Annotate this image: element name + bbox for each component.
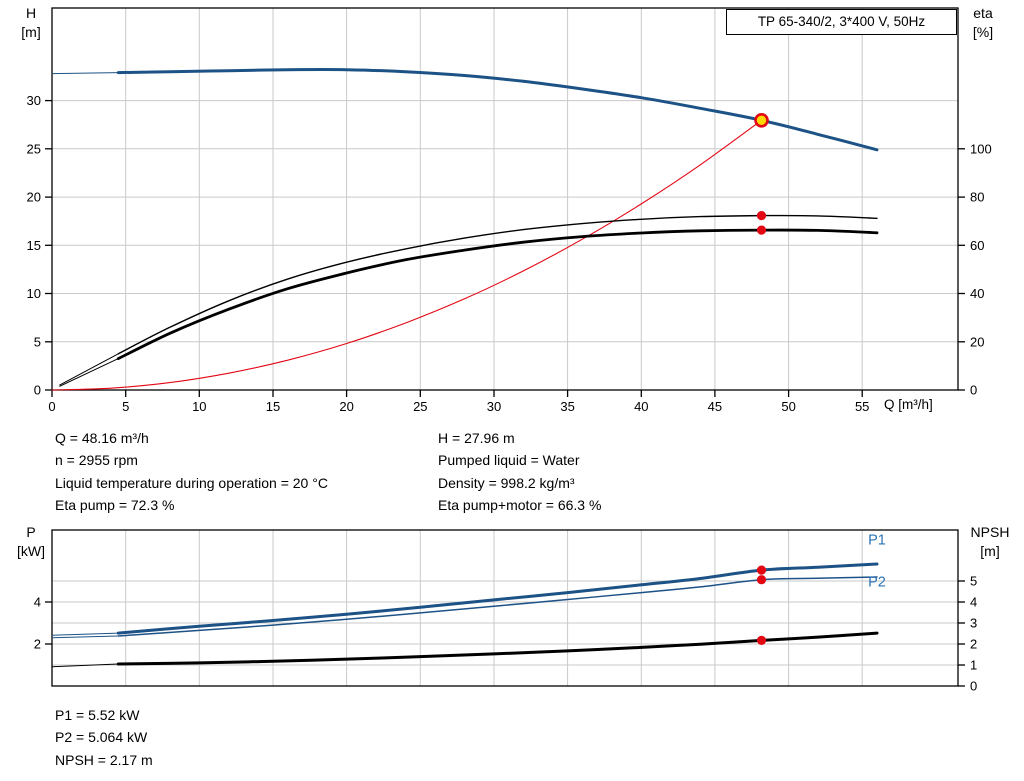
right-axis-tick-label: 4 <box>970 595 977 610</box>
duty-point <box>754 113 769 128</box>
h-axis-label-symbol: H <box>25 5 37 21</box>
p1-curve-lead <box>51 632 119 636</box>
npsh-axis-label-unit: [m] <box>980 543 1000 559</box>
x-axis-tick-label: 20 <box>339 399 353 414</box>
p2-curve-label: P2 <box>868 574 886 590</box>
eta-pump-motor-point <box>756 225 767 235</box>
plot-frame <box>51 529 959 687</box>
q-axis-label: Q [m³/h] <box>884 397 933 412</box>
p-axis-label: P [kW] <box>9 523 53 561</box>
right-axis-tick-label: 0 <box>970 383 977 398</box>
p-axis-label-symbol: P <box>26 524 36 540</box>
right-axis-tick-label: 20 <box>970 334 984 349</box>
x-axis-tick-label: 50 <box>781 399 795 414</box>
x-axis-tick-label: 55 <box>855 399 869 414</box>
x-axis-tick-label: 0 <box>48 399 55 414</box>
duty-info-left-column: Q = 48.16 m³/h n = 2955 rpm Liquid tempe… <box>55 427 328 517</box>
eta-axis-label-unit: [%] <box>972 24 994 40</box>
eta-pump-curve-lead <box>59 353 119 386</box>
right-axis-tick-label: 1 <box>970 658 977 673</box>
p2-curve <box>117 576 878 637</box>
info-eta-pump-motor: Eta pump+motor = 66.3 % <box>438 497 602 514</box>
h-axis-label-unit: [m] <box>21 24 41 40</box>
eta-axis-label-symbol: eta <box>973 5 993 21</box>
x-axis-tick-label: 30 <box>487 399 501 414</box>
x-axis-tick-label: 5 <box>122 399 129 414</box>
right-axis-tick-label: 80 <box>970 190 984 205</box>
left-axis-tick-label: 20 <box>27 190 41 205</box>
info-speed: n = 2955 rpm <box>55 452 138 469</box>
x-axis-tick-label: 25 <box>413 399 427 414</box>
pump-title: TP 65-340/2, 3*400 V, 50Hz <box>757 14 926 29</box>
right-axis-tick-label: 0 <box>970 679 977 694</box>
npsh-point <box>756 635 767 646</box>
p2-curve-lead <box>51 635 119 639</box>
info-liquid-temperature: Liquid temperature during operation = 20… <box>55 474 328 491</box>
right-axis-tick-label: 3 <box>970 616 977 631</box>
head-curve <box>116 68 879 152</box>
right-axis-tick-label: 2 <box>970 637 977 652</box>
left-axis-tick-label: 30 <box>27 93 41 108</box>
eta-pump-motor-curve-lead <box>59 358 119 387</box>
info-head: H = 27.96 m <box>438 430 515 446</box>
info-density: Density = 998.2 kg/m³ <box>438 474 575 491</box>
right-axis-tick-label: 60 <box>970 238 984 253</box>
power-npsh-chart: 2 4 0 1 2 3 4 5 P1 P2 <box>34 529 977 694</box>
eta-pump-point <box>756 211 767 221</box>
npsh-axis-label-symbol: NPSH <box>970 524 1010 540</box>
x-axis-tick-label: 45 <box>708 399 722 414</box>
left-axis-tick-label: 15 <box>27 238 41 253</box>
duty-info-right-column: H = 27.96 m Pumped liquid = Water Densit… <box>438 427 601 517</box>
plot-frame <box>51 7 959 391</box>
eta-pump-motor-curve <box>116 228 879 360</box>
head-curve-lead <box>51 72 119 75</box>
right-axis-tick-label: 100 <box>970 141 992 156</box>
info-flow: Q = 48.16 m³/h <box>55 430 149 446</box>
left-axis-tick-label: 2 <box>34 637 41 652</box>
x-axis-tick-label: 15 <box>266 399 280 414</box>
right-axis-tick-label: 40 <box>970 286 984 301</box>
left-axis-tick-label: 0 <box>34 383 41 398</box>
x-axis-tick-label: 10 <box>192 399 206 414</box>
p1-curve-label: P1 <box>868 532 886 548</box>
x-axis-tick-label: 35 <box>560 399 574 414</box>
npsh-axis-label: NPSH [m] <box>962 523 1018 561</box>
left-axis-tick-label: 25 <box>27 141 41 156</box>
footer-info-column: P1 = 5.52 kW P2 = 5.064 kW NPSH = 2.17 m <box>55 704 153 771</box>
left-axis-tick-label: 10 <box>27 286 41 301</box>
left-axis-tick-label: 4 <box>34 595 41 610</box>
info-npsh: NPSH = 2.17 m <box>55 751 153 768</box>
info-pumped-liquid: Pumped liquid = Water <box>438 452 580 469</box>
system-curve <box>51 119 763 391</box>
info-p1: P1 = 5.52 kW <box>55 707 140 723</box>
p-axis-label-unit: [kW] <box>17 543 45 559</box>
qh-eta-chart: 0 5 10 15 20 25 30 0 20 40 60 80 100 0 5 10 15 20 25 30 35 40… <box>27 7 992 414</box>
right-axis-tick-label: 5 <box>970 574 977 589</box>
pump-title-box: TP 65-340/2, 3*400 V, 50Hz <box>726 9 957 35</box>
p2-point <box>756 575 767 585</box>
h-axis-label: H [m] <box>9 4 53 42</box>
info-p2: P2 = 5.064 kW <box>55 729 148 746</box>
info-eta-pump: Eta pump = 72.3 % <box>55 497 175 514</box>
eta-pump-curve <box>117 214 878 355</box>
left-axis-tick-label: 5 <box>34 334 41 349</box>
npsh-curve-lead <box>51 663 119 668</box>
eta-axis-label: eta [%] <box>961 4 1005 42</box>
x-axis-tick-label: 40 <box>634 399 648 414</box>
p1-point <box>756 565 767 575</box>
